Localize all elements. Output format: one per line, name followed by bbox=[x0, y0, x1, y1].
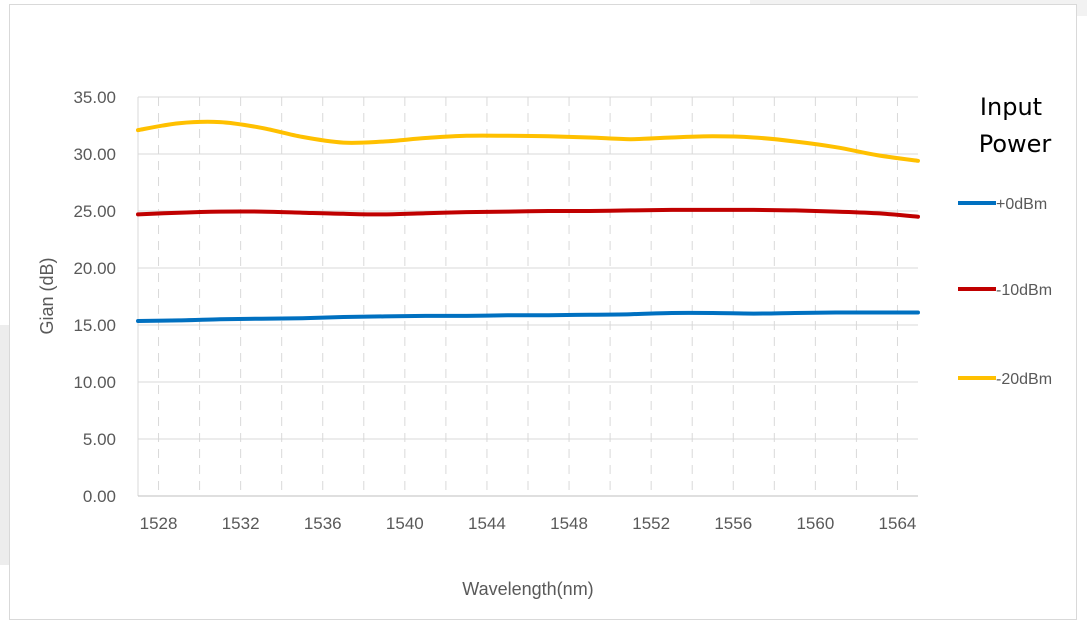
tick-labels: 0.00 5.00 10.00 15.00 20.00 25.00 30.00 35.00 15… bbox=[73, 88, 916, 533]
legend-title-line-1: Input bbox=[980, 93, 1042, 121]
axes bbox=[137, 97, 918, 497]
x-tick-label: 1560 bbox=[796, 514, 834, 533]
x-tick-label: 1540 bbox=[386, 514, 424, 533]
x-tick-label: 1548 bbox=[550, 514, 588, 533]
y-tick-label: 25.00 bbox=[73, 202, 116, 221]
y-tick-label: 35.00 bbox=[73, 88, 116, 107]
y-tick-label: 15.00 bbox=[73, 316, 116, 335]
background-strip-left bbox=[0, 325, 10, 565]
y-tick-label: 20.00 bbox=[73, 259, 116, 278]
legend-label: -10dBm bbox=[996, 282, 1052, 299]
grid bbox=[138, 96, 918, 496]
x-tick-label: 1564 bbox=[879, 514, 917, 533]
y-tick-label: 10.00 bbox=[73, 373, 116, 392]
x-tick-label: 1552 bbox=[632, 514, 670, 533]
x-tick-label: 1532 bbox=[222, 514, 260, 533]
x-tick-label: 1556 bbox=[714, 514, 752, 533]
y-tick-label: 0.00 bbox=[83, 487, 116, 506]
y-axis-title: Gian (dB) bbox=[37, 257, 57, 334]
series-line-1 bbox=[136, 207, 920, 219]
legend: Input Power +0dBm -10dBm -20dBm bbox=[958, 93, 1052, 388]
legend-label: +0dBm bbox=[996, 196, 1047, 213]
legend-items: +0dBm -10dBm -20dBm bbox=[958, 196, 1052, 388]
y-tick-label: 30.00 bbox=[73, 145, 116, 164]
x-tick-label: 1528 bbox=[140, 514, 178, 533]
series-lines bbox=[136, 119, 920, 323]
legend-label: -20dBm bbox=[996, 371, 1052, 388]
legend-title-line-2: Power bbox=[979, 130, 1052, 158]
series-line-2 bbox=[136, 119, 920, 163]
x-axis-title: Wavelength(nm) bbox=[462, 579, 593, 599]
y-tick-label: 5.00 bbox=[83, 430, 116, 449]
series-line-0 bbox=[136, 310, 920, 323]
x-tick-label: 1536 bbox=[304, 514, 342, 533]
x-tick-label: 1544 bbox=[468, 514, 506, 533]
